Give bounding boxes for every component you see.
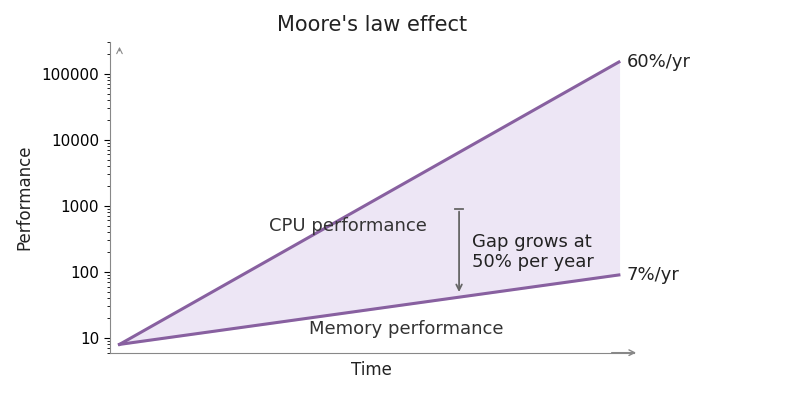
Title: Moore's law effect: Moore's law effect xyxy=(277,15,466,35)
Text: CPU performance: CPU performance xyxy=(270,217,427,235)
Text: 7%/yr: 7%/yr xyxy=(626,266,679,284)
X-axis label: Time: Time xyxy=(351,361,392,379)
Text: Gap grows at
50% per year: Gap grows at 50% per year xyxy=(471,232,594,271)
Y-axis label: Performance: Performance xyxy=(15,145,33,250)
Text: 60%/yr: 60%/yr xyxy=(626,53,690,71)
Text: Memory performance: Memory performance xyxy=(310,320,504,338)
